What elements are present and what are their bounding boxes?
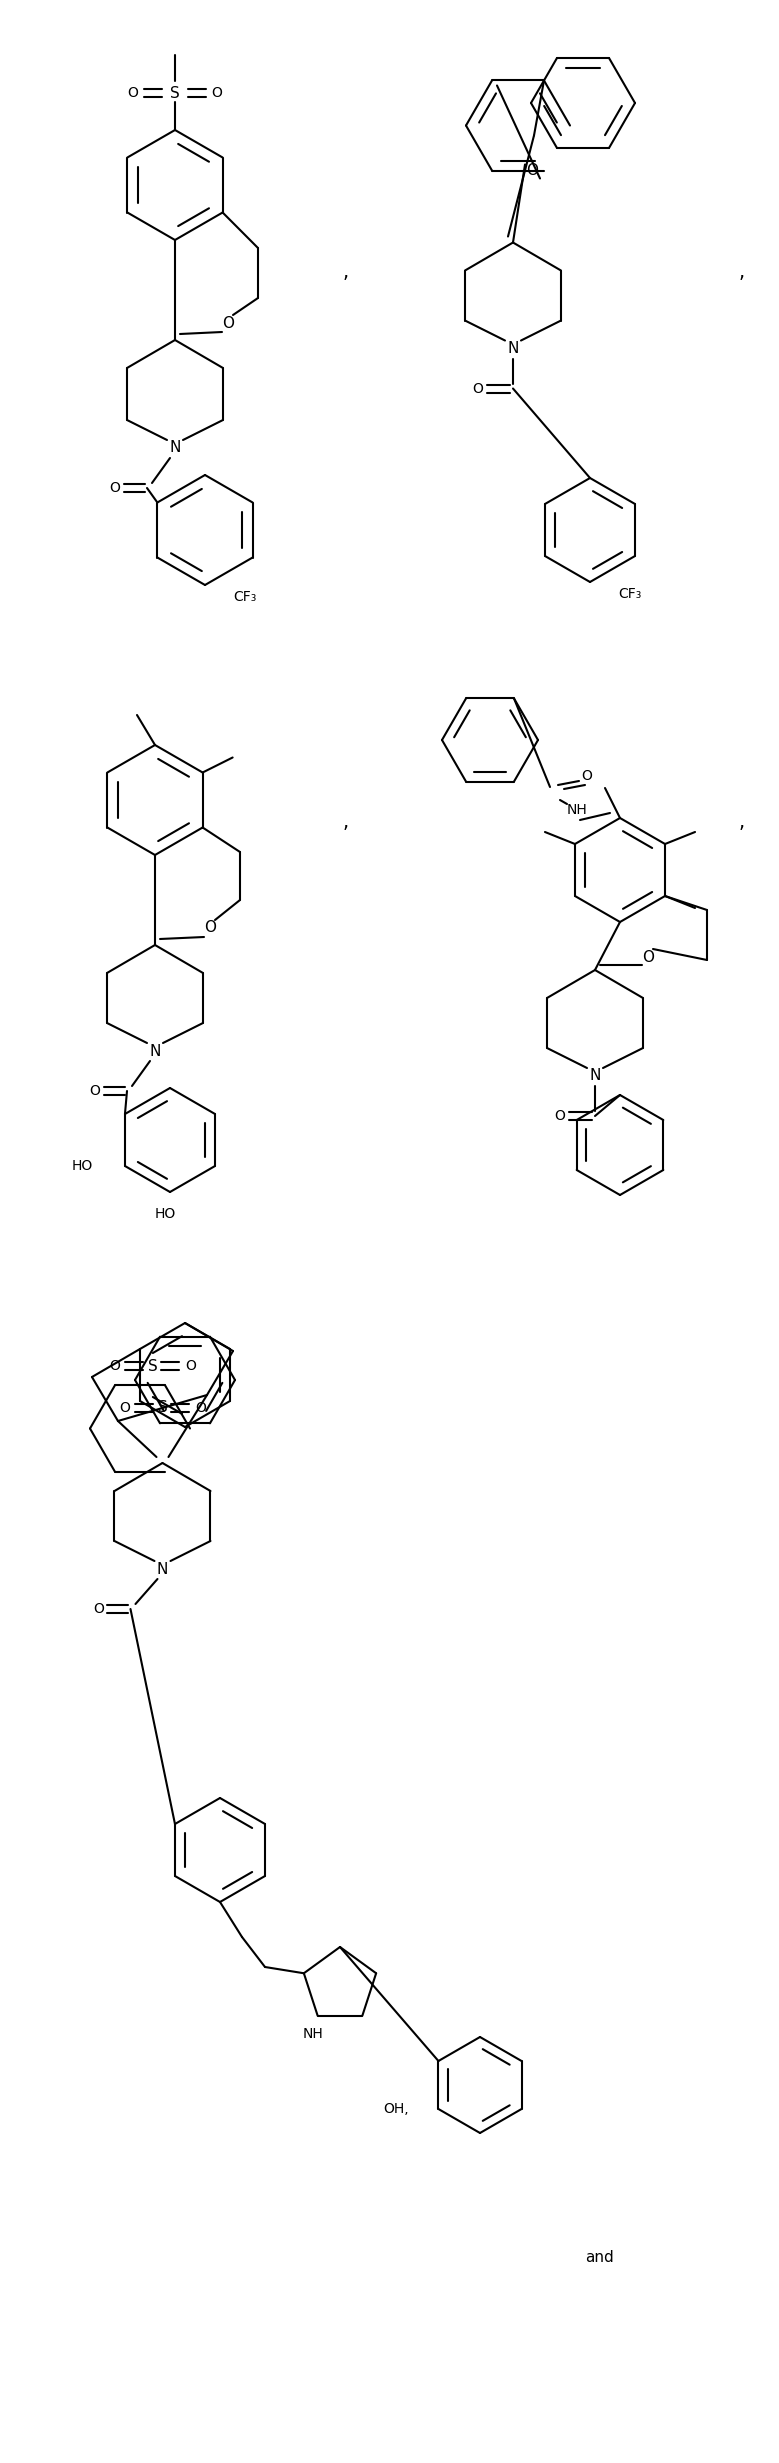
Text: S: S — [170, 86, 180, 101]
Text: O: O — [90, 1084, 100, 1098]
Text: O: O — [473, 382, 484, 397]
Text: ,: , — [343, 813, 349, 832]
Text: O: O — [212, 86, 223, 101]
Text: O: O — [110, 480, 121, 495]
Text: ,: , — [739, 264, 745, 281]
Text: and: and — [586, 2251, 615, 2266]
Text: O: O — [109, 1360, 120, 1374]
Text: N: N — [157, 1562, 168, 1576]
Text: ,: , — [739, 813, 745, 832]
Text: O: O — [195, 1401, 206, 1416]
Text: CF₃: CF₃ — [618, 586, 641, 601]
Text: O: O — [93, 1601, 104, 1616]
Text: O: O — [582, 768, 593, 783]
Text: O: O — [555, 1108, 566, 1123]
Text: N: N — [169, 441, 181, 456]
Text: N: N — [150, 1044, 160, 1059]
Text: NH: NH — [566, 803, 587, 818]
Text: O: O — [526, 163, 538, 177]
Text: CF₃: CF₃ — [233, 591, 256, 603]
Text: O: O — [642, 951, 654, 965]
Text: S: S — [157, 1401, 167, 1416]
Text: O: O — [185, 1360, 196, 1374]
Text: ,: , — [343, 264, 349, 281]
Text: N: N — [507, 340, 519, 357]
Text: HO: HO — [72, 1160, 93, 1172]
Text: N: N — [589, 1069, 601, 1084]
Text: S: S — [148, 1360, 157, 1374]
Text: OH,: OH, — [382, 2101, 408, 2116]
Text: O: O — [128, 86, 139, 101]
Text: HO: HO — [154, 1207, 175, 1222]
Text: O: O — [119, 1401, 130, 1416]
Text: O: O — [204, 921, 216, 936]
Text: O: O — [222, 315, 234, 330]
Text: NH: NH — [302, 2027, 323, 2042]
